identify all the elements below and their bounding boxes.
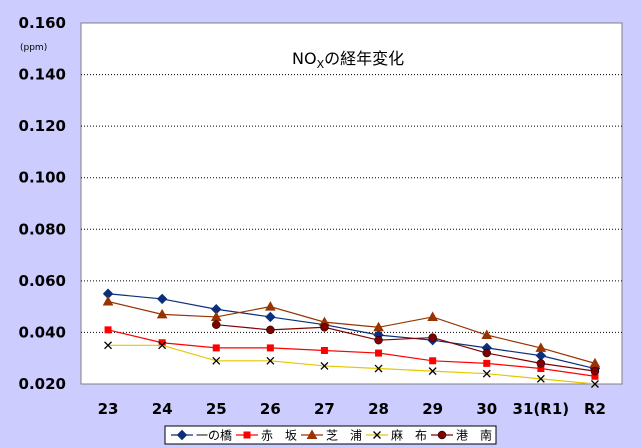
legend-items: 一の橋 赤 坂 芝 浦 麻 布 港 南 (171, 428, 492, 443)
data-point (482, 369, 491, 378)
data-point (590, 366, 600, 376)
y-tick-label: 0.160 (19, 14, 66, 32)
legend-box (164, 425, 497, 445)
legend-label: 赤 坂 (261, 429, 297, 443)
series-2 (104, 326, 599, 380)
data-point (428, 333, 437, 342)
y-tick-label: 0.100 (19, 169, 66, 187)
data-point (536, 374, 545, 383)
data-point (266, 356, 275, 365)
series-line (107, 329, 596, 377)
legend-item: 麻 布 (366, 428, 427, 443)
x-tick-label: 28 (368, 400, 389, 418)
legend-item: 赤 坂 (236, 429, 297, 443)
data-point (158, 341, 167, 350)
chart-title-rest: の経年変化 (324, 49, 404, 68)
legend-marker (243, 431, 251, 439)
data-point (104, 341, 113, 350)
y-tick-label: 0.140 (19, 66, 66, 84)
data-point (428, 367, 437, 376)
chart-title: NOXの経年変化 (292, 49, 404, 71)
data-point (265, 311, 276, 323)
series-4 (104, 341, 599, 388)
series-line (107, 300, 596, 364)
grid-layer (81, 74, 622, 333)
data-point (266, 344, 274, 352)
x-tick-label: 29 (422, 400, 443, 418)
y-tick-label: 0.080 (19, 220, 66, 238)
data-point (156, 293, 168, 305)
data-point (264, 301, 276, 311)
x-tick-labels: 23 24 25 26 27 28 29 30 31(R1) R2 (98, 400, 606, 418)
data-point (156, 308, 168, 319)
y-tick-label: 0.120 (19, 117, 66, 135)
y-axis-unit: (ppm) (20, 43, 47, 53)
data-point (535, 342, 547, 352)
data-point (158, 339, 166, 347)
data-point (102, 295, 114, 306)
data-point (320, 361, 329, 370)
data-point (427, 311, 439, 321)
x-tick-label: 30 (476, 400, 497, 418)
data-point (374, 335, 383, 345)
y-tick-label: 0.020 (19, 375, 66, 393)
data-point (212, 344, 220, 352)
data-point (374, 364, 383, 373)
legend-label: 一の橋 (196, 429, 232, 443)
series-3 (102, 295, 601, 368)
data-point (373, 321, 384, 332)
legend-marker (373, 431, 381, 439)
x-tick-label: 25 (206, 400, 227, 418)
x-tick-label: R2 (584, 400, 606, 418)
series-layer (102, 288, 601, 388)
legend-label: 港 南 (456, 428, 492, 443)
data-point (104, 326, 112, 334)
legend-item: 一の橋 (171, 429, 232, 443)
legend-item: 芝 浦 (301, 428, 362, 443)
data-point (320, 323, 329, 332)
data-point (537, 365, 545, 373)
x-tick-label: 26 (260, 400, 281, 418)
legend-label: 麻 布 (391, 428, 427, 443)
series-5 (212, 320, 600, 376)
legend-marker (306, 429, 318, 439)
series-line (108, 344, 596, 385)
data-point (375, 349, 383, 357)
series-line (216, 324, 596, 372)
legend: 一の橋 赤 坂 芝 浦 麻 布 港 南 (164, 425, 497, 445)
x-tick-label: 24 (152, 400, 173, 418)
data-point (429, 357, 437, 365)
data-point (591, 372, 599, 380)
data-point (482, 348, 491, 358)
legend-label: 芝 浦 (326, 428, 362, 443)
data-point (212, 356, 221, 365)
plot-area (80, 22, 623, 385)
x-tick-label: 31(R1) (513, 400, 570, 418)
data-point (266, 325, 275, 335)
y-tick-label: 0.060 (19, 272, 66, 290)
data-point (320, 346, 328, 354)
y-tick-label: 0.040 (19, 323, 66, 341)
data-point (483, 359, 491, 367)
data-point (536, 359, 546, 368)
data-point (212, 320, 221, 329)
legend-item: 港 南 (431, 428, 492, 443)
data-point (481, 329, 493, 340)
chart-title-main: NO (292, 49, 317, 68)
chart-title-subscript: X (317, 58, 325, 71)
y-tick-labels: 0.020 0.040 0.060 0.080 0.100 0.120 0.140 0.160 (19, 14, 66, 393)
x-tick-label: 23 (98, 400, 119, 418)
data-point (590, 380, 599, 388)
series-line (107, 293, 596, 370)
x-tick-label: 27 (314, 400, 335, 418)
legend-marker (176, 429, 188, 441)
legend-marker (437, 430, 447, 440)
